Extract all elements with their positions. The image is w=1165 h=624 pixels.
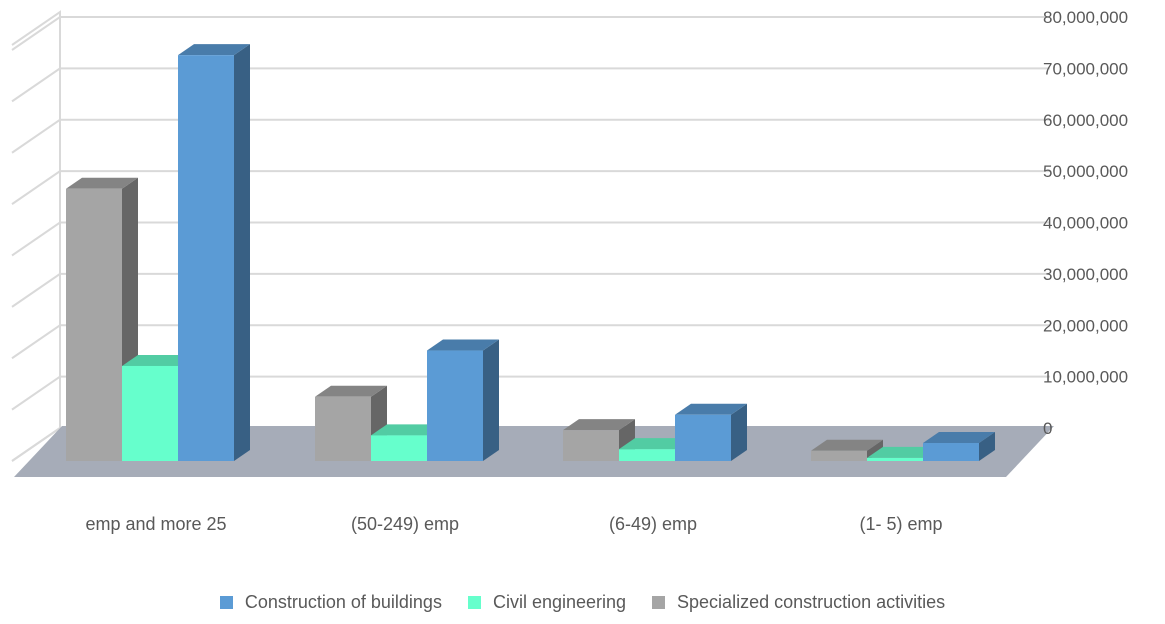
category-label: (6-49) emp [609, 514, 697, 534]
y-tick-label: 70,000,000 [1043, 59, 1128, 78]
bar-chart: 80,000,000 70,000,000 60,000,000 50,000,000… [11, 8, 1128, 534]
y-tick-label: 30,000,000 [1043, 265, 1128, 284]
gridline [11, 324, 1050, 360]
bar-specialized-construction-activities-1 [315, 385, 387, 461]
gridline [11, 16, 1050, 51]
legend-swatch [652, 596, 666, 609]
y-tick-label: 20,000,000 [1043, 316, 1128, 335]
legend-item: Construction of buildings [219, 592, 442, 613]
gridline [11, 67, 1050, 103]
chart-floor [14, 426, 1054, 477]
category-label: (50-249) emp [351, 514, 459, 534]
bar-construction-of-buildings-3 [923, 432, 995, 461]
gridline [11, 375, 1050, 411]
category-label: emp and more 25 [85, 514, 226, 534]
y-tick-label: 60,000,000 [1043, 111, 1128, 130]
bar-specialized-construction-activities-2 [563, 419, 635, 461]
y-tick-label: 40,000,000 [1043, 214, 1128, 233]
bar-construction-of-buildings-2 [675, 403, 747, 461]
legend-label: Construction of buildings [244, 592, 442, 612]
legend-item: Civil engineering [467, 592, 627, 613]
gridline [11, 272, 1050, 308]
legend-swatch [219, 596, 233, 609]
legend: Construction of buildings Civil engineeri… [0, 592, 1165, 613]
y-tick-label: 10,000,000 [1043, 368, 1128, 387]
y-tick-label: 0 [1043, 419, 1052, 438]
y-tick-label: 50,000,000 [1043, 162, 1128, 181]
legend-item: Specialized construction activities [652, 592, 945, 613]
legend-swatch [467, 596, 481, 609]
bar-construction-of-buildings-0 [178, 44, 250, 461]
gridline [11, 118, 1050, 154]
legend-label: Specialized construction activities [677, 592, 946, 612]
floor-plane [14, 426, 1054, 477]
gridline [11, 221, 1050, 257]
bars [66, 44, 995, 461]
bar-construction-of-buildings-1 [427, 339, 499, 461]
category-label: (1- 5) emp [859, 514, 942, 534]
legend-label: Civil engineering [492, 592, 627, 612]
y-axis-ticks: 80,000,000 70,000,000 60,000,000 50,000,000… [1043, 8, 1128, 438]
gridline [11, 170, 1050, 205]
y-tick-label: 80,000,000 [1043, 8, 1128, 27]
x-axis-categories: emp and more 25 (50-249) emp (6-49) emp (1-… [85, 514, 942, 534]
